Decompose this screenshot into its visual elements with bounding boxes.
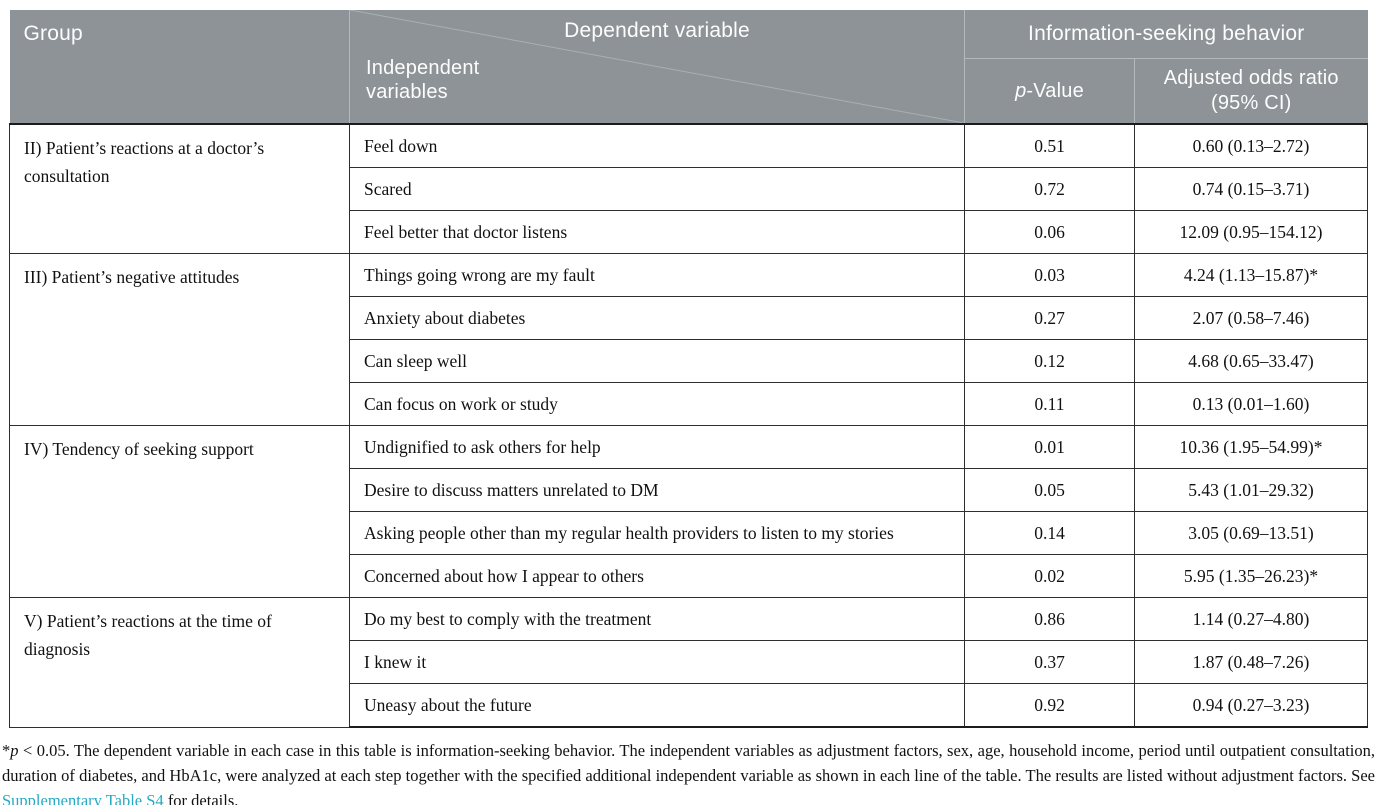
aor-cell: 1.14 (0.27–4.80) (1133, 597, 1369, 641)
variable-cell: Can focus on work or study (349, 382, 965, 426)
aor-cell: 0.74 (0.15–3.71) (1133, 167, 1369, 211)
pvalue-cell: 0.72 (964, 167, 1135, 211)
pvalue-p-italic: p (1015, 79, 1027, 102)
aor-cell: 4.68 (0.65–33.47) (1133, 339, 1369, 383)
footnote: *p < 0.05. The dependent variable in eac… (2, 739, 1375, 805)
footnote-text: < 0.05. The dependent variable in each c… (2, 741, 1375, 785)
pvalue-cell: 0.14 (964, 511, 1135, 555)
aor-cell: 0.13 (0.01–1.60) (1133, 382, 1369, 426)
group-cell: II) Patient’s reactions at a doctor’s co… (9, 123, 350, 254)
pvalue-cell: 0.86 (964, 597, 1135, 641)
pvalue-cell: 0.03 (964, 253, 1135, 297)
aor-cell: 1.87 (0.48–7.26) (1133, 640, 1369, 684)
table-row: Uneasy about the future 0.92 0.94 (0.27–… (10, 683, 1369, 728)
group-cell: III) Patient’s negative attitudes (9, 253, 350, 426)
aor-cell: 3.05 (0.69–13.51) (1133, 511, 1369, 555)
aor-cell: 12.09 (0.95–154.12) (1133, 210, 1369, 254)
aor-cell: 10.36 (1.95–54.99)* (1133, 425, 1369, 469)
header-group-label: Group (23, 22, 83, 45)
table-row: Can sleep well 0.12 4.68 (0.65–33.47) (10, 339, 1369, 383)
header-row-1: Group Dependent variable Independent var… (9, 10, 1368, 125)
table-row: II) Patient’s reactions at a doctor’s co… (9, 123, 1369, 254)
group-cell: IV) Tendency of seeking support (9, 425, 350, 598)
independent-variables-label: Independent variables (366, 57, 480, 103)
header-aor-cell: Adjusted odds ratio (95% CI) (1133, 58, 1368, 125)
variable-cell: Feel down (349, 123, 965, 168)
table-row: IV) Tendency of seeking support Undignif… (9, 425, 1369, 598)
header-variables-cell: Dependent variable Independent variables (349, 10, 965, 125)
info-seeking-label: Information-seeking behavior (1028, 22, 1305, 46)
table-row: Can focus on work or study 0.11 0.13 (0.… (10, 382, 1369, 426)
pvalue-cell: 0.05 (964, 468, 1135, 512)
aor-cell: 4.24 (1.13–15.87)* (1133, 253, 1369, 297)
pvalue-cell: 0.27 (964, 296, 1135, 340)
header-pvalue-cell: p-Value (964, 58, 1135, 125)
table-row: III) Patient’s negative attitudes Things… (9, 253, 1369, 426)
aor-cell: 0.94 (0.27–3.23) (1133, 683, 1369, 728)
aor-cell: 5.95 (1.35–26.23)* (1133, 554, 1369, 598)
table-row: Asking people other than my regular heal… (10, 511, 1369, 555)
variable-cell: Can sleep well (349, 339, 965, 383)
results-table: Group Dependent variable Independent var… (9, 10, 1369, 728)
dependent-variable-label: Dependent variable (564, 19, 750, 42)
variable-cell: I knew it (349, 640, 965, 684)
table-row: Feel better that doctor listens 0.06 12.… (10, 210, 1369, 254)
pvalue-cell: 0.01 (964, 425, 1135, 469)
header-info-seeking-cell: Information-seeking behavior (963, 10, 1368, 60)
variable-cell: Concerned about how I appear to others (349, 554, 965, 598)
pvalue-cell: 0.06 (964, 210, 1135, 254)
table-header: Group Dependent variable Independent var… (9, 10, 1368, 125)
variable-cell: Uneasy about the future (349, 683, 965, 728)
variable-cell: Anxiety about diabetes (349, 296, 965, 340)
footnote-star: * (2, 741, 11, 760)
group-cell: V) Patient’s reactions at the time of di… (9, 597, 350, 728)
variable-cell: Feel better that doctor listens (349, 210, 965, 254)
table-row: I knew it 0.37 1.87 (0.48–7.26) (10, 640, 1369, 684)
variable-cell: Scared (349, 167, 965, 211)
pvalue-cell: 0.02 (964, 554, 1135, 598)
variable-cell: Undignified to ask others for help (349, 425, 965, 469)
aor-cell: 5.43 (1.01–29.32) (1133, 468, 1369, 512)
diagonal-divider (350, 10, 964, 123)
table-body: II) Patient’s reactions at a doctor’s co… (9, 123, 1369, 728)
pvalue-cell: 0.12 (964, 339, 1135, 383)
header-group-cell: Group (9, 10, 350, 125)
footnote-p-italic: p (10, 741, 19, 760)
pvalue-cell: 0.11 (964, 382, 1135, 426)
pvalue-cell: 0.37 (964, 640, 1135, 684)
pvalue-cell: 0.51 (964, 123, 1135, 168)
aor-cell: 2.07 (0.58–7.46) (1133, 296, 1369, 340)
pvalue-rest: -Value (1026, 79, 1084, 102)
footnote-text-end: for details. (163, 790, 239, 805)
variable-cell: Do my best to comply with the treatment (349, 597, 965, 641)
variable-cell: Things going wrong are my fault (349, 253, 965, 297)
variable-cell: Desire to discuss matters unrelated to D… (349, 468, 965, 512)
pvalue-cell: 0.92 (964, 683, 1135, 728)
aor-header-label: Adjusted odds ratio (95% CI) (1163, 67, 1339, 115)
variable-cell: Asking people other than my regular heal… (349, 511, 965, 555)
table-row: V) Patient’s reactions at the time of di… (9, 597, 1369, 728)
aor-cell: 0.60 (0.13–2.72) (1133, 123, 1369, 168)
table-row: Anxiety about diabetes 0.27 2.07 (0.58–7… (10, 296, 1369, 340)
supplementary-table-s4-link[interactable]: Supplementary Table S4 (2, 790, 164, 805)
